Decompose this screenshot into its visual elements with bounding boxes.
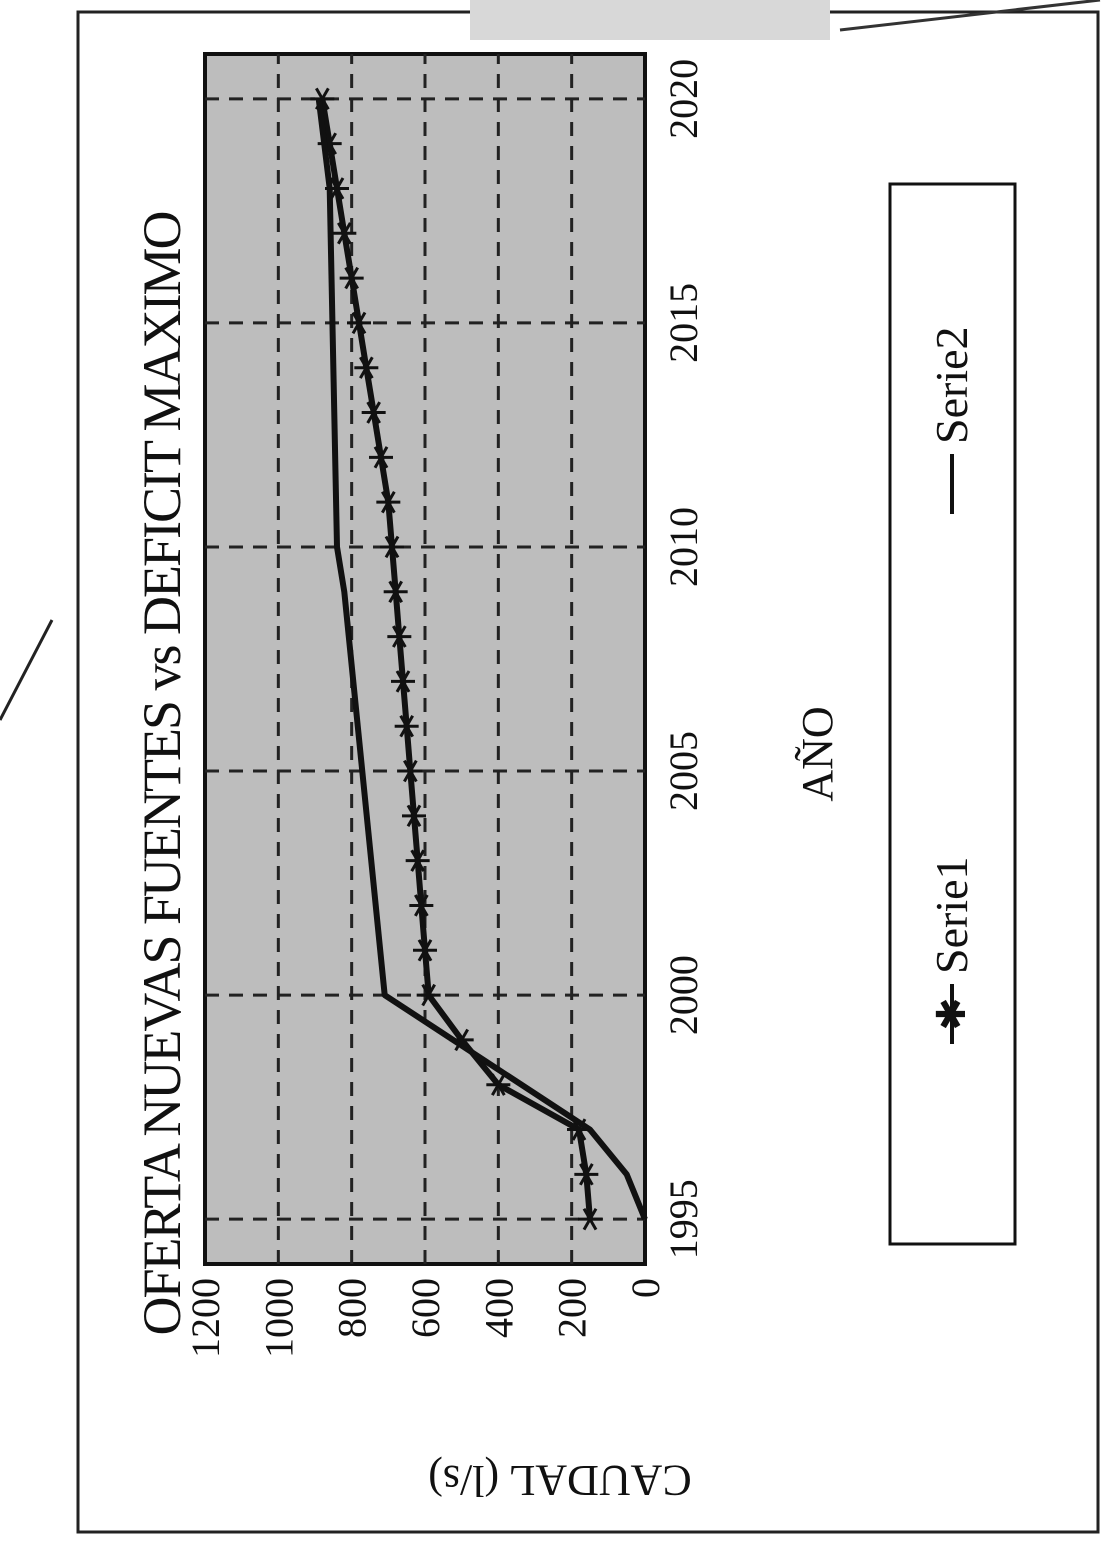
x-tick-label: 2005 (661, 731, 706, 811)
y-axis-title: CAUDAL (l/s) (428, 1456, 692, 1505)
data-point-serie1 (574, 1163, 599, 1186)
data-point-serie1 (380, 535, 404, 559)
legend-item-serie1: ✱ Serie1 (926, 856, 977, 1044)
y-tick-label: 600 (403, 1278, 448, 1338)
data-point-serie1 (405, 849, 430, 872)
data-point-serie1 (361, 401, 386, 424)
data-point-serie1 (416, 983, 441, 1007)
legend-star-icon: ✱ (929, 997, 974, 1031)
x-axis-title: AÑO (793, 706, 842, 801)
tick-labels: 0 200 400 600 800 1000 1200 1995 2000 2005 2010 201… (183, 59, 706, 1358)
corner-line (839, 0, 1101, 32)
data-point-serie1 (413, 939, 437, 962)
legend: ✱ Serie1 Serie2 (888, 182, 1017, 1246)
legend-item-serie2: Serie2 (926, 326, 977, 514)
series-layer (310, 87, 648, 1231)
legend-box (888, 182, 1017, 1246)
chart-title: OFERTA NUEVAS FUENTES vs DEFICIT MAXIMO (132, 212, 192, 1335)
x-tick-label: 2020 (661, 59, 706, 139)
data-point-serie1 (398, 759, 423, 783)
data-point-serie1 (332, 222, 357, 245)
data-point-serie1 (369, 446, 393, 469)
x-tick-label: 2015 (661, 283, 706, 363)
data-point-serie1 (486, 1073, 511, 1096)
data-point-serie1 (578, 1207, 602, 1231)
data-point-serie1 (347, 311, 371, 335)
data-point-serie1 (391, 670, 415, 693)
y-tick-label: 200 (550, 1278, 595, 1338)
legend-label-serie2: Serie2 (926, 326, 977, 444)
corner-shadow (470, 0, 830, 40)
data-point-serie1 (409, 894, 434, 917)
data-point-serie1 (339, 266, 364, 290)
y-tick-label: 800 (330, 1278, 375, 1338)
data-point-serie1 (383, 580, 408, 603)
legend-label-serie1: Serie1 (926, 856, 977, 974)
series-line-serie2 (315, 98, 648, 1221)
line-chart: OFERTA NUEVAS FUENTES vs DEFICIT MAXIMO … (132, 52, 1017, 1505)
x-tick-label: 1995 (661, 1179, 706, 1259)
data-point-serie1 (387, 625, 412, 648)
data-point-serie1 (376, 490, 401, 514)
data-point-serie1 (402, 804, 426, 828)
x-tick-label: 2010 (661, 507, 706, 587)
fold-line (0, 619, 54, 721)
data-point-serie1 (354, 356, 379, 379)
chart-container: OFERTA NUEVAS FUENTES vs DEFICIT MAXIMO … (90, 34, 1020, 1514)
y-tick-label: 400 (476, 1278, 521, 1338)
y-tick-label: 1000 (256, 1278, 301, 1358)
y-tick-label: 1200 (183, 1278, 228, 1358)
data-point-serie1 (394, 715, 419, 738)
y-tick-label: 0 (623, 1278, 668, 1298)
x-tick-label: 2000 (661, 955, 706, 1035)
